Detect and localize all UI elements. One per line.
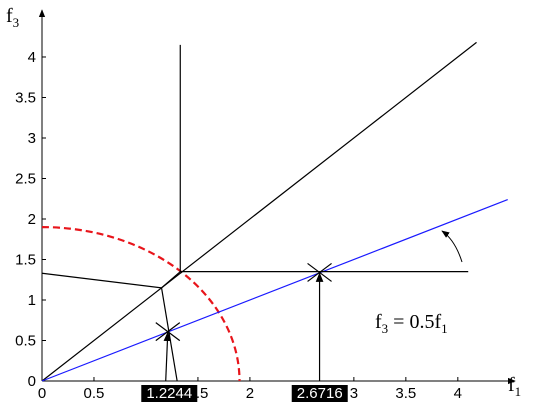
x-axis-label-part: f (508, 374, 515, 396)
line (41, 198, 508, 382)
y-tick-label: 1 (28, 292, 36, 309)
x-axis-label-part: 1 (515, 384, 522, 399)
line (163, 331, 172, 382)
annotation-part: f (375, 311, 382, 333)
highlight-tick-box (141, 385, 198, 402)
y-axis-label: f3 (6, 5, 19, 30)
highlight-tick-label: 1.2244 (146, 385, 192, 402)
annotation: f3 = 0.5f1 (375, 311, 448, 336)
y-tick-label: 3 (28, 130, 36, 147)
x-tick-label: 4 (454, 385, 462, 402)
y-tick-label: 4 (28, 49, 36, 66)
x-tick-label: 0 (38, 385, 46, 402)
y-tick-label: 0.5 (15, 332, 36, 349)
y-tick-label: 2 (28, 211, 36, 228)
annotation-part: = 0.5f (388, 311, 441, 333)
x-tick-label: 0.5 (84, 385, 105, 402)
star-stroke (155, 322, 181, 342)
highlight-tick-label: 2.6716 (297, 385, 343, 402)
star-marker (307, 262, 332, 282)
x-tick-label: 3 (350, 385, 358, 402)
x-tick-label: 3.5 (395, 385, 416, 402)
annotation-arrow (441, 230, 463, 263)
annotation-part: 3 (382, 321, 389, 336)
star-marker (155, 322, 181, 342)
highlight-tick-box (291, 385, 348, 402)
star-stroke (307, 262, 332, 282)
y-tick-label: 0 (28, 373, 36, 390)
y-axis-label-part: 3 (13, 15, 20, 30)
line (41, 41, 477, 382)
y-tick-label: 2.5 (15, 170, 36, 187)
y-tick-label: 3.5 (15, 89, 36, 106)
y-axis-label-part: f (6, 5, 13, 27)
x-axis-label: f1 (508, 374, 521, 399)
x-tick-label: 2 (246, 385, 254, 402)
y-tick-label: 1.5 (15, 251, 36, 268)
annotation-part: 1 (441, 321, 448, 336)
